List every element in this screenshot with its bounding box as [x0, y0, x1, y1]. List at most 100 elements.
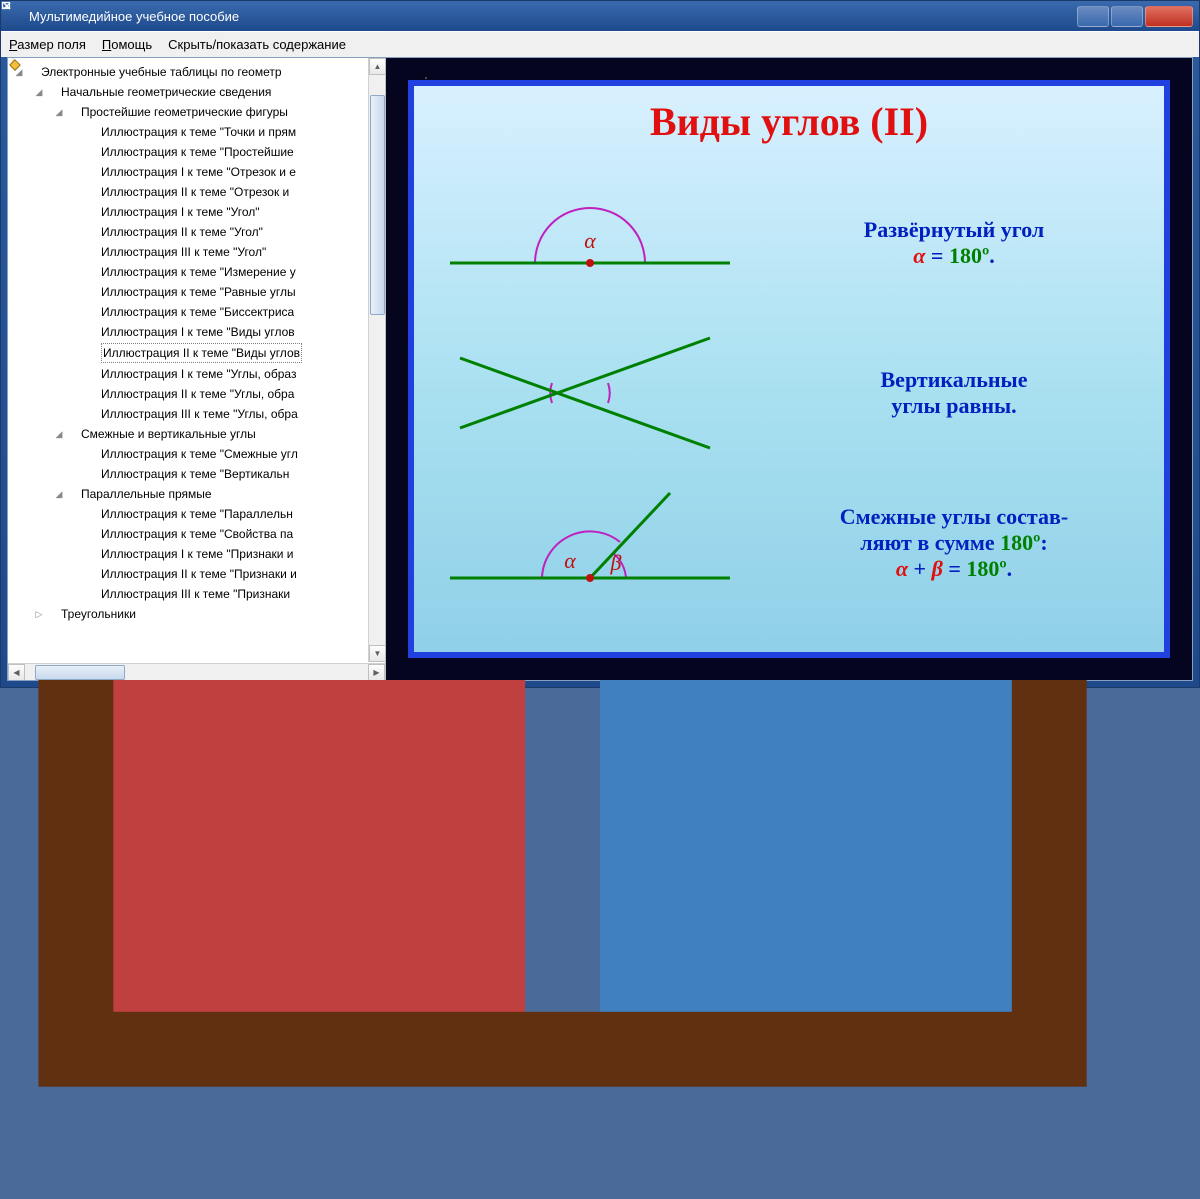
- tree-item[interactable]: Иллюстрация к теме "Свойства па: [8, 524, 385, 544]
- formula-adjacent: α + β = 180º.: [750, 556, 1158, 582]
- tree-toggle-icon[interactable]: ◢: [54, 425, 64, 443]
- scroll-left-button[interactable]: ◀: [8, 664, 25, 681]
- tree-toggle-icon[interactable]: ◢: [34, 83, 44, 101]
- tree-label[interactable]: Иллюстрация к теме "Точки и прям: [101, 123, 296, 141]
- tree-item[interactable]: Иллюстрация к теме "Параллельн: [8, 504, 385, 524]
- tree-scroll[interactable]: ◢Электронные учебные таблицы по геометр◢…: [8, 58, 385, 662]
- tree-label[interactable]: Иллюстрация II к теме "Виды углов: [101, 343, 302, 363]
- tree-item[interactable]: Иллюстрация III к теме "Угол": [8, 242, 385, 262]
- tree-item[interactable]: Иллюстрация II к теме "Угол": [8, 222, 385, 242]
- tree-label[interactable]: Иллюстрация к теме "Вертикальн: [101, 465, 289, 483]
- diamond-icon: [84, 547, 98, 561]
- tree-item[interactable]: Иллюстрация II к теме "Виды углов: [8, 342, 385, 364]
- diamond-icon: [64, 487, 78, 501]
- diamond-icon: [44, 607, 58, 621]
- tree-label[interactable]: Иллюстрация I к теме "Отрезок и е: [101, 163, 296, 181]
- tree-item[interactable]: ▷ Треугольники: [8, 604, 385, 624]
- tree-toggle-icon[interactable]: ▷: [34, 605, 44, 623]
- tree-item[interactable]: Иллюстрация к теме "Вертикальн: [8, 464, 385, 484]
- tree-label[interactable]: Начальные геометрические сведения: [61, 83, 271, 101]
- tree-item[interactable]: Иллюстрация к теме "Измерение у: [8, 262, 385, 282]
- diamond-icon: [84, 165, 98, 179]
- diamond-icon: [64, 427, 78, 441]
- label-straight-angle: Развёрнутый угол: [750, 217, 1158, 243]
- scroll-right-button[interactable]: ▶: [368, 664, 385, 681]
- tree-item[interactable]: Иллюстрация I к теме "Признаки и: [8, 544, 385, 564]
- diamond-icon: [84, 225, 98, 239]
- tree-item[interactable]: Иллюстрация к теме "Простейшие: [8, 142, 385, 162]
- diamond-icon: [84, 185, 98, 199]
- horizontal-scrollbar[interactable]: ◀ ▶: [8, 663, 385, 680]
- tree-label[interactable]: Иллюстрация II к теме "Угол": [101, 223, 263, 241]
- tree-label[interactable]: Иллюстрация II к теме "Признаки и: [101, 565, 297, 583]
- diamond-icon: [24, 65, 38, 79]
- tree-item[interactable]: Иллюстрация II к теме "Отрезок и: [8, 182, 385, 202]
- tree-label[interactable]: Иллюстрация I к теме "Угол": [101, 203, 260, 221]
- vertical-scrollbar[interactable]: ▲ ▼: [368, 58, 385, 662]
- tree-label[interactable]: Иллюстрация к теме "Равные углы: [101, 283, 296, 301]
- titlebar: Мультимедийное учебное пособие: [1, 1, 1199, 31]
- tree-label[interactable]: Иллюстрация I к теме "Признаки и: [101, 545, 293, 563]
- label-vertical-1: Вертикальные: [750, 367, 1158, 393]
- tree-label[interactable]: Иллюстрация II к теме "Отрезок и: [101, 183, 289, 201]
- tree-item[interactable]: ◢ Смежные и вертикальные углы: [8, 424, 385, 444]
- tree-label[interactable]: Иллюстрация II к теме "Углы, обра: [101, 385, 294, 403]
- tree-item[interactable]: Иллюстрация I к теме "Угол": [8, 202, 385, 222]
- tree-label[interactable]: Иллюстрация к теме "Параллельн: [101, 505, 293, 523]
- tree-label[interactable]: Иллюстрация к теме "Свойства па: [101, 525, 293, 543]
- hscroll-thumb[interactable]: [35, 665, 125, 680]
- tree-label[interactable]: Иллюстрация к теме "Простейшие: [101, 143, 294, 161]
- tree-toggle-icon[interactable]: ◢: [54, 103, 64, 121]
- label-adjacent-2: ляют в сумме 180º:: [750, 530, 1158, 556]
- tree-item[interactable]: ◢ Простейшие геометрические фигуры: [8, 102, 385, 122]
- row-straight-angle: α Развёрнутый угол α = 180º.: [420, 168, 1158, 318]
- tree-item[interactable]: Иллюстрация к теме "Точки и прям: [8, 122, 385, 142]
- vscroll-thumb[interactable]: [370, 95, 385, 315]
- scroll-up-button[interactable]: ▲: [369, 58, 386, 75]
- slide-content: Виды углов (II) α Развёрнутый угол: [420, 98, 1158, 652]
- diagram-vertical: [420, 318, 750, 468]
- tree-label[interactable]: Смежные и вертикальные углы: [81, 425, 256, 443]
- tree-item[interactable]: ◢ Начальные геометрические сведения: [8, 82, 385, 102]
- tree-label[interactable]: Треугольники: [61, 605, 136, 623]
- tree-item[interactable]: ◢ Параллельные прямые: [8, 484, 385, 504]
- text-adjacent: Смежные углы состав- ляют в сумме 180º: …: [750, 504, 1158, 582]
- tree-item[interactable]: Иллюстрация II к теме "Признаки и: [8, 564, 385, 584]
- diamond-icon: [84, 125, 98, 139]
- tree-item[interactable]: Иллюстрация III к теме "Углы, обра: [8, 404, 385, 424]
- diamond-icon: [84, 245, 98, 259]
- tree-item[interactable]: Иллюстрация I к теме "Отрезок и е: [8, 162, 385, 182]
- vscroll-track[interactable]: [369, 75, 385, 645]
- tree-label[interactable]: Иллюстрация III к теме "Признаки: [101, 585, 290, 603]
- hscroll-track[interactable]: [25, 664, 368, 681]
- diamond-icon: [84, 346, 98, 360]
- tree-label[interactable]: Параллельные прямые: [81, 485, 212, 503]
- label-vertical-2: углы равны.: [750, 393, 1158, 419]
- tree-item[interactable]: Иллюстрация I к теме "Углы, образ: [8, 364, 385, 384]
- tree-label[interactable]: Иллюстрация III к теме "Угол": [101, 243, 266, 261]
- tree-label[interactable]: Электронные учебные таблицы по геометр: [41, 63, 282, 81]
- diamond-icon: [84, 205, 98, 219]
- scroll-down-button[interactable]: ▼: [369, 645, 386, 662]
- diamond-icon: [84, 285, 98, 299]
- diamond-icon: [84, 447, 98, 461]
- tree-label[interactable]: Иллюстрация к теме "Измерение у: [101, 263, 296, 281]
- tree-label[interactable]: Иллюстрация III к теме "Углы, обра: [101, 405, 298, 423]
- tree-label[interactable]: Иллюстрация I к теме "Виды углов: [101, 323, 295, 341]
- diamond-icon: [84, 407, 98, 421]
- row-adjacent-angles: α β Смежные углы состав- ляют в сумме 18…: [420, 468, 1158, 618]
- tree-label[interactable]: Иллюстрация к теме "Биссектриса: [101, 303, 294, 321]
- tree-label[interactable]: Иллюстрация I к теме "Углы, образ: [101, 365, 296, 383]
- tree-item[interactable]: Иллюстрация III к теме "Признаки: [8, 584, 385, 604]
- tree-item[interactable]: Иллюстрация к теме "Равные углы: [8, 282, 385, 302]
- tree-item[interactable]: Иллюстрация I к теме "Виды углов: [8, 322, 385, 342]
- tree-item[interactable]: ◢Электронные учебные таблицы по геометр: [8, 62, 385, 82]
- diamond-icon: [64, 105, 78, 119]
- tree-label[interactable]: Простейшие геометрические фигуры: [81, 103, 288, 121]
- tree-label[interactable]: Иллюстрация к теме "Смежные угл: [101, 445, 298, 463]
- tree-item[interactable]: Иллюстрация к теме "Смежные угл: [8, 444, 385, 464]
- tree-item[interactable]: Иллюстрация II к теме "Углы, обра: [8, 384, 385, 404]
- tree-item[interactable]: Иллюстрация к теме "Биссектриса: [8, 302, 385, 322]
- diamond-icon: [84, 265, 98, 279]
- tree-toggle-icon[interactable]: ◢: [54, 485, 64, 503]
